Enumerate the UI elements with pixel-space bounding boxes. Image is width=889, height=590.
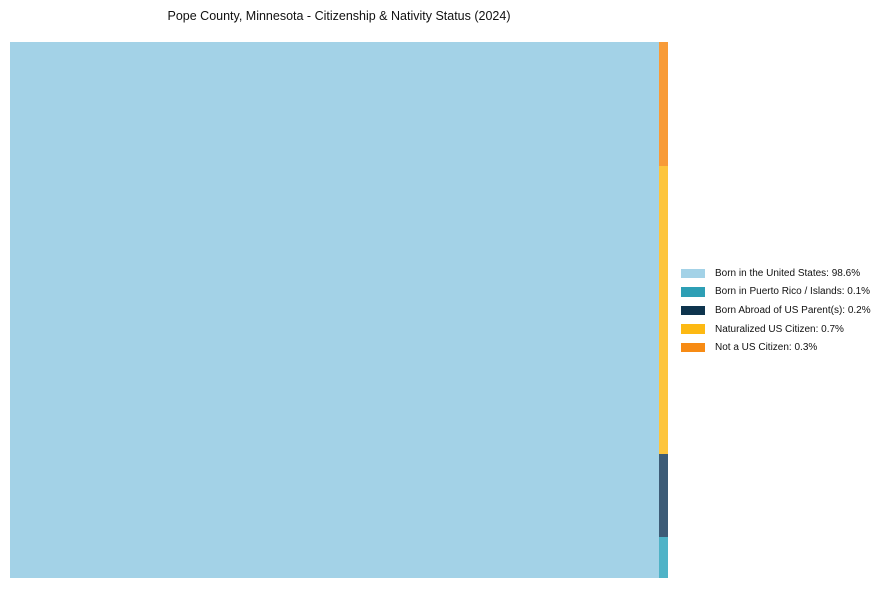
legend-swatch-naturalized-citizen xyxy=(681,324,705,334)
legend-swatch-born-in-us xyxy=(681,268,705,279)
legend-label-born-abroad: Born Abroad of US Parent(s): 0.2% xyxy=(715,304,871,316)
legend-item-born-in-us: Born in the United States: 98.6% xyxy=(681,264,871,283)
legend: Born in the United States: 98.6% Born in… xyxy=(681,264,871,357)
treemap-rect-not-a-citizen xyxy=(659,42,668,166)
legend-item-naturalized-citizen: Naturalized US Citizen: 0.7% xyxy=(681,320,871,339)
treemap-rect-naturalized-citizen xyxy=(659,165,668,455)
legend-label-not-a-citizen: Not a US Citizen: 0.3% xyxy=(715,342,818,354)
treemap-rect-born-abroad xyxy=(659,454,668,537)
legend-item-not-a-citizen: Not a US Citizen: 0.3% xyxy=(681,338,871,357)
treemap-rect-born-puerto-rico xyxy=(659,536,668,578)
legend-item-born-abroad: Born Abroad of US Parent(s): 0.2% xyxy=(681,301,871,320)
legend-label-born-in-us: Born in the United States: 98.6% xyxy=(715,267,861,279)
treemap-area xyxy=(10,42,668,578)
treemap-rect-born-in-us xyxy=(10,42,660,578)
legend-item-born-puerto-rico: Born in Puerto Rico / Islands: 0.1% xyxy=(681,283,871,302)
legend-swatch-born-abroad xyxy=(681,305,705,316)
legend-swatch-born-puerto-rico xyxy=(681,287,705,297)
legend-swatch-not-a-citizen xyxy=(681,342,705,353)
legend-label-born-puerto-rico: Born in Puerto Rico / Islands: 0.1% xyxy=(715,286,871,298)
legend-label-naturalized-citizen: Naturalized US Citizen: 0.7% xyxy=(715,323,844,335)
chart-title: Pope County, Minnesota - Citizenship & N… xyxy=(167,9,511,23)
